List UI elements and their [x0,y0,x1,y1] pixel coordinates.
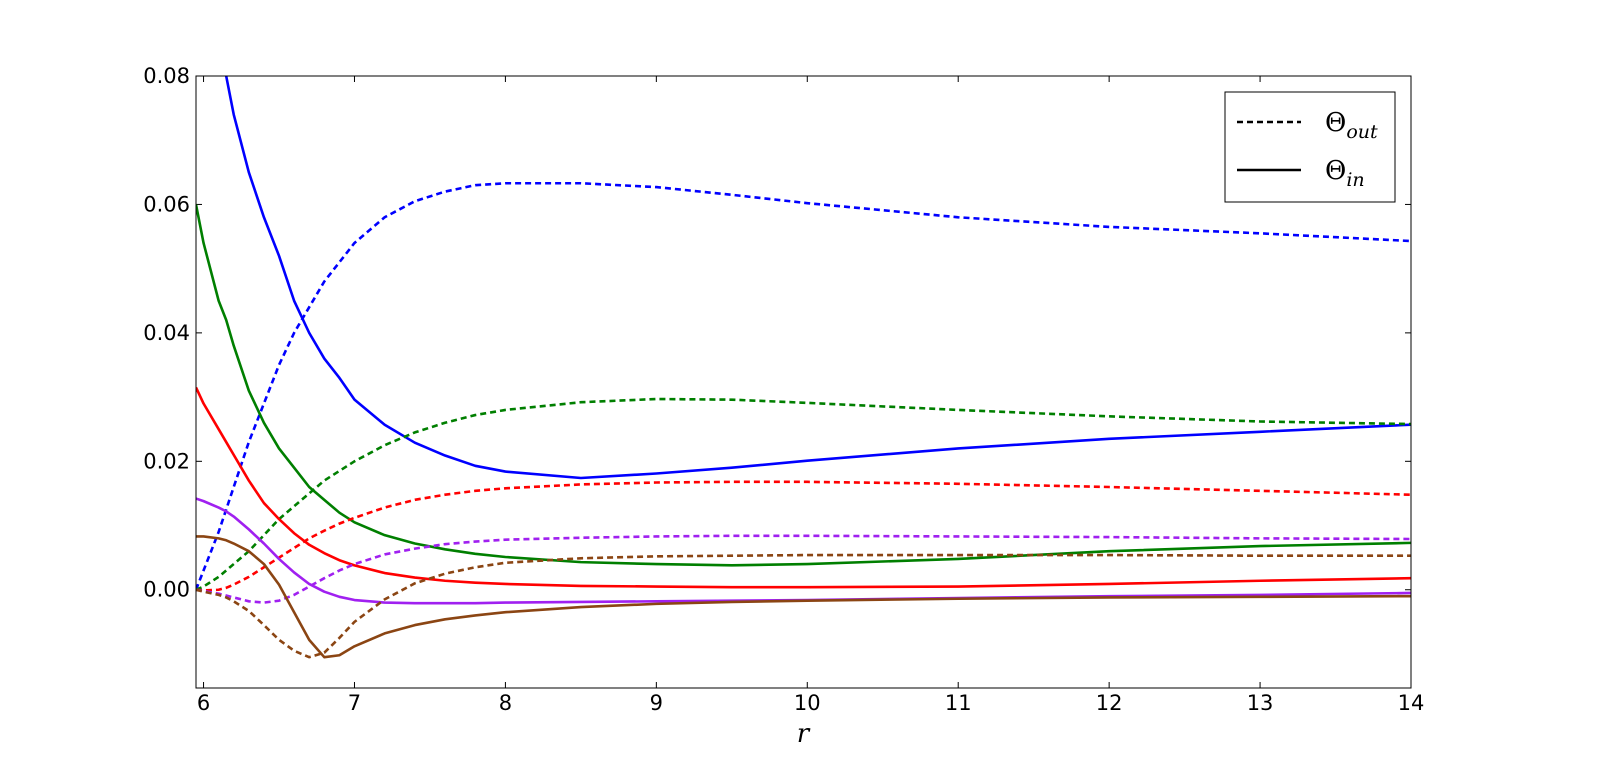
y-tick-label: 0.00 [143,578,190,602]
x-tick-label: 9 [650,691,663,715]
series-line [196,204,1411,567]
y-tick-label: 0.06 [143,192,190,216]
legend-box [1224,91,1396,203]
series-line [196,535,1411,659]
series-line [196,553,1411,659]
series-line [196,181,1411,591]
x-tick-label: 11 [945,691,972,715]
legend-label: Θin [1325,156,1365,191]
series-line [224,76,1411,480]
x-tick-label: 14 [1398,691,1425,715]
y-tick-label: 0.02 [143,449,190,473]
series-line [196,480,1411,592]
plot-area [196,76,1411,659]
y-tick-label: 0.08 [143,64,190,88]
x-tick-label: 10 [794,691,821,715]
legend-symbol: Θ [1325,108,1346,138]
legend-symbol: Θ [1325,156,1346,186]
legend-label: Θout [1325,108,1378,143]
series-line [196,534,1411,604]
x-tick-label: 6 [197,691,210,715]
legend-subscript: in [1346,169,1364,191]
plot-frame [195,75,1412,689]
series-line [196,397,1411,591]
x-tick-label: 7 [348,691,361,715]
x-tick-label: 8 [499,691,512,715]
x-axis-label: r [797,719,811,749]
series-line [196,386,1411,589]
x-tick-label: 12 [1096,691,1123,715]
legend-subscript: out [1346,121,1378,143]
y-tick-label: 0.04 [143,321,190,345]
x-tick-label: 13 [1247,691,1274,715]
